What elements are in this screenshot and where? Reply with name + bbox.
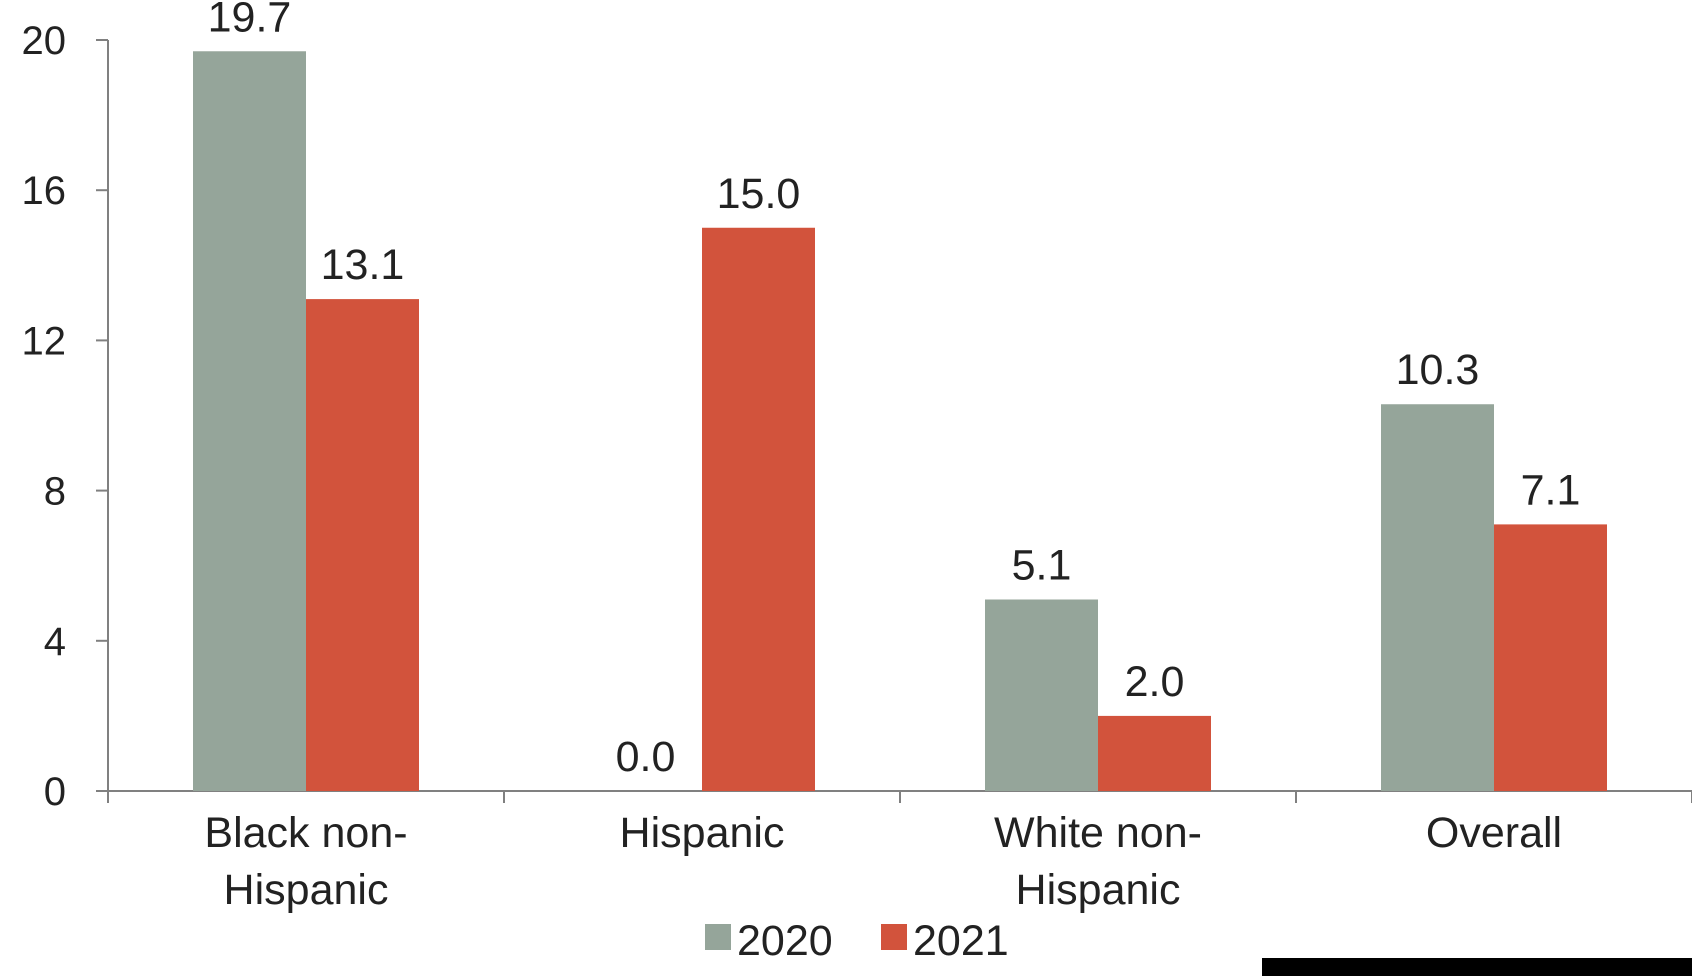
legend-swatch-2021 bbox=[881, 924, 907, 950]
category-label: Hispanic bbox=[620, 809, 785, 857]
data-label-2020-1: 0.0 bbox=[616, 733, 676, 781]
y-tick-label: 8 bbox=[44, 470, 66, 514]
y-tick-label: 4 bbox=[44, 620, 66, 664]
bar-2020-2 bbox=[985, 599, 1098, 791]
y-tick-label: 20 bbox=[22, 19, 67, 63]
data-label-2021-0: 13.1 bbox=[321, 241, 405, 289]
source-footer-bar bbox=[1262, 958, 1692, 976]
bar-2020-0 bbox=[193, 51, 306, 791]
y-tick-label: 12 bbox=[22, 319, 67, 363]
chart-bars bbox=[193, 51, 1607, 791]
bar-2021-3 bbox=[1494, 524, 1607, 791]
bar-2020-3 bbox=[1381, 404, 1494, 791]
legend-label-2020: 2020 bbox=[737, 917, 833, 965]
chart-labels: 19.7 13.1 Black non- Hispanic 0.0 15.0 Hispani… bbox=[204, 0, 1580, 914]
data-label-2020-2: 5.1 bbox=[1012, 541, 1072, 589]
legend-label-2021: 2021 bbox=[913, 917, 1009, 965]
category-label: Black non- bbox=[204, 809, 407, 857]
category-label: Overall bbox=[1426, 809, 1562, 857]
data-label-2021-3: 7.1 bbox=[1521, 466, 1581, 514]
bar-2021-0 bbox=[306, 299, 419, 791]
data-label-2020-3: 10.3 bbox=[1396, 346, 1480, 394]
y-tick-label: 0 bbox=[44, 770, 66, 814]
legend-swatch-2020 bbox=[705, 924, 731, 950]
bar-2021-1 bbox=[702, 227, 815, 791]
category-label: White non- bbox=[994, 809, 1202, 857]
data-label-2020-0: 19.7 bbox=[208, 0, 292, 41]
category-label: Hispanic bbox=[224, 866, 389, 914]
y-tick-label: 16 bbox=[22, 169, 67, 213]
category-label: Hispanic bbox=[1016, 866, 1181, 914]
data-label-2021-1: 15.0 bbox=[717, 170, 801, 218]
chart-legend: 2020 2021 bbox=[705, 917, 1009, 965]
bar-2021-2 bbox=[1098, 715, 1211, 791]
data-label-2021-2: 2.0 bbox=[1125, 658, 1185, 706]
